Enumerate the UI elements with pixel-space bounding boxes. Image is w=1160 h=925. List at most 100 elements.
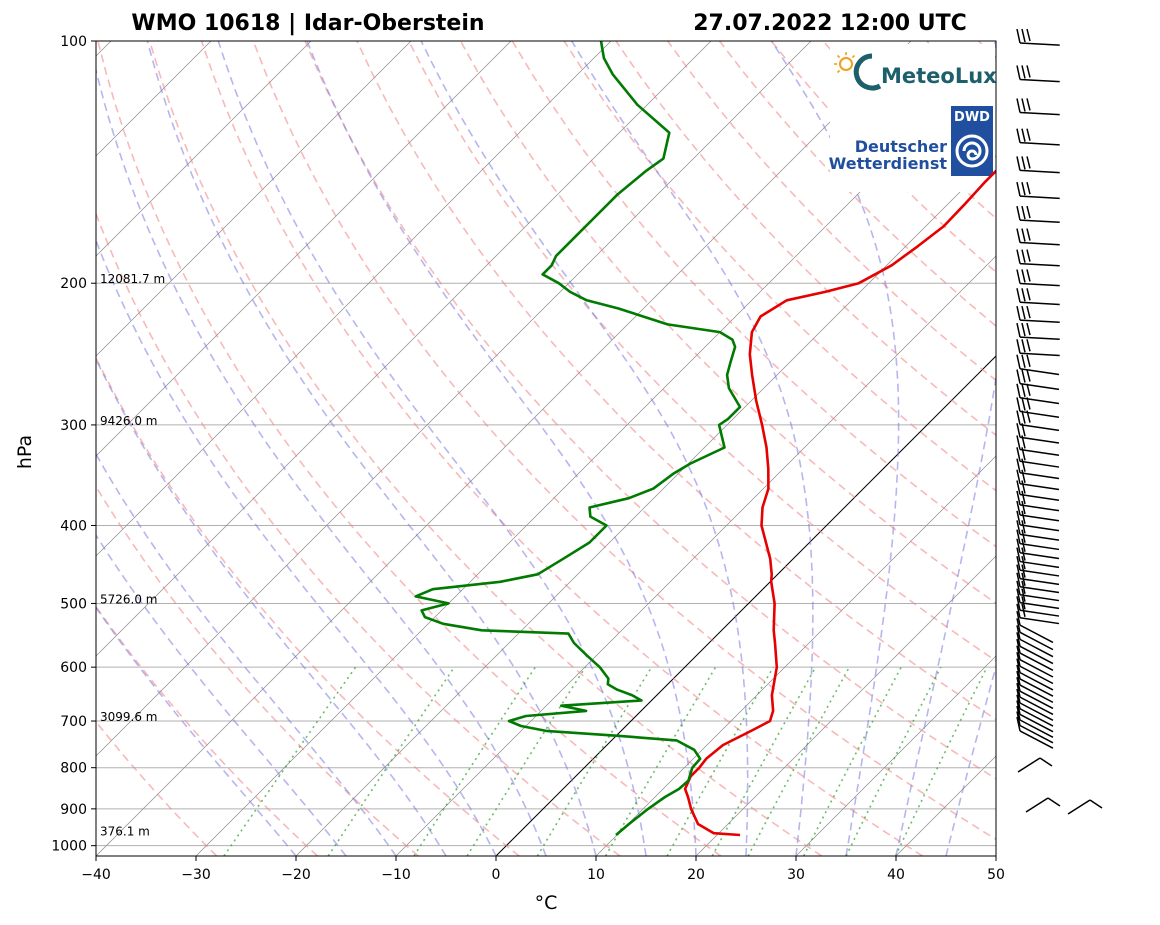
dry-adiabat	[667, 41, 996, 382]
mixing-ratio-line	[666, 666, 774, 856]
y-tick-label: 300	[60, 418, 87, 434]
wind-barb	[1016, 269, 1060, 287]
wind-barb	[1067, 799, 1103, 815]
mixing-ratio-line	[747, 666, 850, 856]
wind-barb	[1025, 797, 1061, 813]
mixing-ratio-line	[894, 666, 988, 856]
background-lines	[96, 41, 1160, 856]
y-tick-label: 700	[60, 714, 87, 730]
wind-barb	[1016, 556, 1060, 577]
dry-adiabat	[96, 485, 419, 856]
isotherm-line	[595, 455, 996, 856]
wind-barb	[1016, 638, 1054, 672]
wind-barb	[1016, 625, 1054, 658]
height-label: 9426.0 m	[100, 414, 158, 428]
wind-barb	[1016, 572, 1060, 594]
moist-adiabat	[96, 452, 397, 856]
height-label: 5726.0 m	[100, 592, 158, 606]
wind-barb	[1016, 339, 1060, 357]
wind-barb	[1016, 588, 1060, 610]
wind-barb	[1016, 664, 1054, 697]
y-tick-label: 400	[60, 518, 87, 534]
wind-barb	[1016, 65, 1060, 83]
x-tick-label: −20	[281, 867, 311, 883]
wind-barb	[1016, 397, 1060, 418]
mixing-ratio-line	[413, 666, 536, 856]
dry-adiabat	[407, 41, 996, 662]
moist-adiabat	[96, 533, 347, 856]
y-tick-label: 100	[60, 34, 87, 50]
wind-barb	[1016, 603, 1060, 625]
x-tick-label: −30	[181, 867, 211, 883]
wind-barb	[1016, 228, 1060, 246]
isotherm-line	[96, 41, 512, 457]
wind-barb	[1016, 596, 1060, 617]
wind-barb	[1016, 632, 1054, 665]
moist-adiabat	[96, 357, 447, 856]
isotherm-line	[995, 855, 996, 856]
x-tick-label: 0	[492, 867, 501, 883]
x-tick-label: −40	[81, 867, 111, 883]
dry-adiabat	[252, 41, 996, 841]
meteolux-logo-text: MeteoLux	[881, 64, 997, 88]
x-tick-label: 20	[687, 867, 705, 883]
dewpoint-profile	[414, 41, 742, 836]
moist-adiabat	[96, 606, 297, 856]
isotherm-line	[495, 355, 996, 856]
wind-barb	[1016, 181, 1060, 200]
y-tick-label: 500	[60, 596, 87, 612]
sun-icon	[834, 52, 856, 74]
temperature-profile	[683, 169, 996, 837]
dwd-badge-text: DWD	[954, 110, 990, 125]
moist-adiabat	[96, 66, 547, 856]
wind-barb	[1016, 354, 1060, 376]
wind-barb	[1016, 652, 1054, 685]
wind-barb	[1016, 510, 1060, 532]
mixing-ratio-line	[802, 666, 902, 856]
wind-barb	[1016, 618, 1054, 651]
dry-adiabat	[200, 41, 924, 856]
wind-barb	[1016, 383, 1060, 405]
x-tick-label: 30	[787, 867, 805, 883]
wind-barb	[1016, 610, 1054, 644]
wind-barb	[1016, 688, 1054, 721]
dry-adiabat	[1030, 41, 1160, 856]
moist-adiabat	[770, 41, 900, 856]
wind-barb	[1016, 705, 1054, 738]
isotherm-line	[96, 41, 712, 657]
y-tick-label: 1000	[51, 839, 87, 855]
isotherm-line	[96, 41, 912, 856]
wind-barb	[1016, 322, 1060, 341]
mixing-ratio-line	[845, 666, 942, 856]
mixing-ratio-line	[536, 666, 653, 856]
wind-barb	[1016, 580, 1060, 602]
wind-barb	[1016, 520, 1060, 541]
plot-frame	[95, 40, 997, 857]
meteolux-swirl-icon	[853, 53, 882, 91]
height-label: 3099.6 m	[100, 710, 158, 724]
wind-barb	[1016, 447, 1060, 468]
mixing-ratio-line	[327, 666, 455, 856]
wind-barb	[1016, 658, 1054, 691]
isotherm-line	[695, 555, 996, 856]
dry-adiabat	[96, 211, 621, 856]
logos: MeteoLux Deutscher Wetterdienst DWD	[829, 44, 997, 192]
moist-adiabat	[217, 41, 647, 856]
wind-barb	[1016, 128, 1060, 146]
moist-adiabat	[146, 41, 597, 856]
dry-adiabat	[96, 356, 520, 856]
y-tick-label: 900	[60, 802, 87, 818]
dwd-line1: Deutscher	[855, 137, 947, 156]
isotherm-line	[395, 255, 996, 856]
dry-adiabat	[615, 41, 996, 437]
isotherm-line	[96, 41, 812, 757]
x-tick-label: −10	[381, 867, 411, 883]
mixing-ratio-line	[711, 666, 817, 856]
wind-barb	[1016, 423, 1060, 444]
wind-barb	[1016, 682, 1054, 716]
wind-barb	[1016, 670, 1054, 704]
dry-adiabat	[511, 41, 996, 548]
wind-barb	[1016, 288, 1060, 306]
wind-barb	[1016, 716, 1054, 749]
